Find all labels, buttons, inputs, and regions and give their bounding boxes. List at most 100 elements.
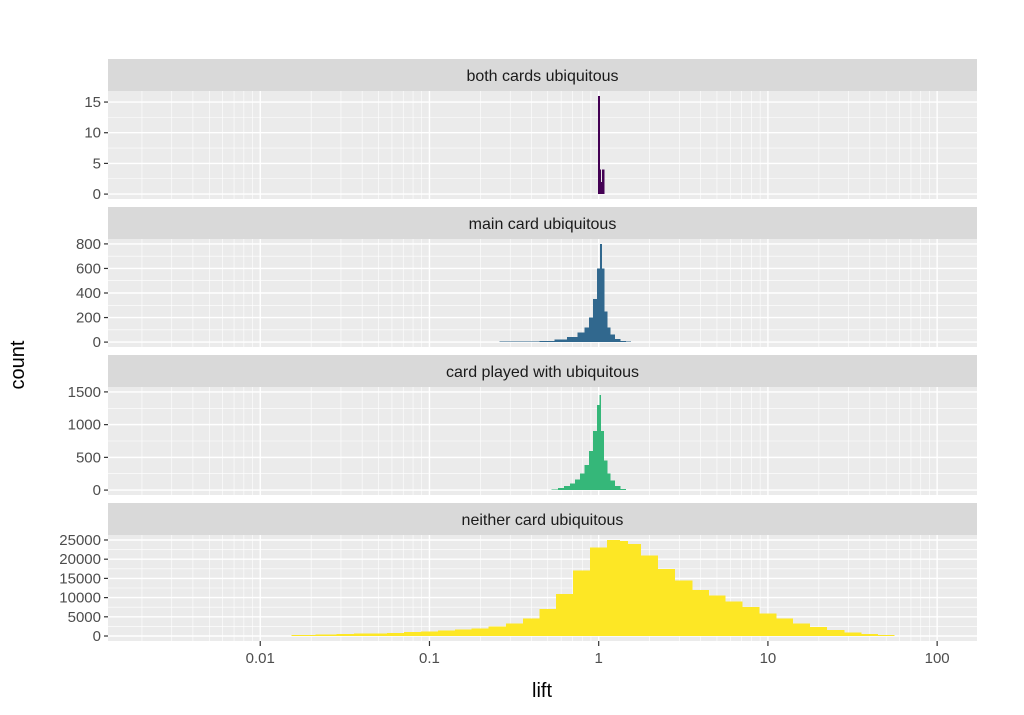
histogram-bar [776, 619, 793, 636]
histogram-bar [862, 634, 878, 636]
histogram-bar [552, 489, 558, 490]
y-tick-label: 25000 [59, 532, 101, 549]
histogram-bar [621, 489, 626, 490]
histogram-bar [599, 170, 601, 195]
histogram-bar [556, 594, 573, 636]
y-tick-label: 15 [84, 94, 101, 111]
facet-panel: both cards ubiquitous 0 5 10 15 [84, 59, 977, 203]
histogram-bar [759, 614, 776, 636]
histogram-bar [658, 569, 675, 636]
histogram-bar [604, 461, 607, 490]
histogram-bar [558, 488, 564, 490]
x-tick-label: 100 [925, 650, 950, 667]
histogram-bar [615, 339, 621, 342]
histogram-bar [580, 474, 585, 490]
histogram-bar [725, 601, 742, 636]
histogram-bar [521, 341, 540, 342]
histogram-bar [438, 631, 455, 636]
histogram-bar [611, 480, 616, 490]
histogram-bar [611, 335, 616, 342]
histogram-bar [575, 480, 580, 490]
histogram-bar [827, 630, 844, 636]
x-tick-label: 10 [760, 650, 777, 667]
histogram-bar [709, 596, 726, 636]
histogram-bar [593, 299, 597, 342]
plot-background [108, 91, 977, 199]
histogram-bar [554, 340, 566, 342]
histogram-bar [602, 170, 604, 195]
histogram-bar [620, 541, 628, 636]
histogram-bar [540, 341, 555, 342]
x-tick-label: 0.1 [419, 650, 440, 667]
histogram-bar [589, 318, 593, 343]
histogram-bar [564, 486, 570, 490]
histogram-bar [607, 327, 610, 342]
y-tick-label: 800 [76, 236, 101, 253]
y-tick-label: 5 [93, 155, 101, 172]
y-tick-label: 1000 [68, 417, 101, 434]
y-tick-label: 20000 [59, 551, 101, 568]
facet-panel: main card ubiquitous 0 200 400 600 800 [76, 207, 977, 351]
facet-panel: neither card ubiquitous05000100001500020… [59, 503, 977, 645]
y-tick-label: 400 [76, 285, 101, 302]
histogram-bar [472, 628, 489, 636]
histogram-bar [615, 486, 621, 490]
facet-title: card played with ubiquitous [446, 364, 639, 381]
histogram-bar [601, 431, 604, 490]
histogram-bar [604, 311, 607, 342]
x-tick-label: 1 [595, 650, 603, 667]
histogram-bar [590, 548, 607, 636]
facet-title: both cards ubiquitous [466, 68, 618, 85]
histogram-bar [585, 327, 589, 342]
histogram-bar [675, 580, 692, 636]
histogram-bar [455, 629, 472, 636]
histogram-bar [337, 634, 354, 636]
histogram-bar [692, 590, 708, 636]
histogram-bar [607, 474, 610, 490]
histogram-bar [370, 633, 387, 636]
histogram-bar [810, 627, 827, 636]
y-tick-label: 600 [76, 260, 101, 277]
y-tick-label: 10 [84, 125, 101, 142]
facet-panel: card played with ubiquitous 0 500 1000 1500 [68, 355, 977, 499]
histogram-bar [316, 634, 337, 636]
histogram-bar [577, 332, 584, 342]
y-tick-label: 0 [93, 482, 101, 499]
y-tick-label: 5000 [68, 609, 101, 626]
histogram-bar [506, 623, 523, 636]
histogram-bar [844, 633, 861, 636]
y-tick-label: 1500 [68, 384, 101, 401]
histogram-bar [597, 268, 600, 342]
histogram-bar [540, 609, 557, 636]
histogram-bar [589, 451, 593, 490]
histogram-bar [404, 632, 421, 636]
histogram-bar [387, 633, 404, 636]
y-tick-label: 500 [76, 449, 101, 466]
histogram-bar [567, 337, 578, 342]
histogram-bar [602, 268, 604, 342]
histogram-bar [354, 634, 370, 636]
histogram-bar [793, 623, 810, 636]
facet-title: main card ubiquitous [469, 216, 617, 233]
x-axis-label: lift [532, 680, 552, 702]
histogram-bar [621, 341, 626, 342]
y-tick-label: 15000 [59, 570, 101, 587]
histogram-bar [593, 431, 597, 490]
histogram-bar [641, 555, 658, 636]
histogram-bar [570, 484, 575, 491]
facet-title: neither card ubiquitous [462, 512, 624, 529]
y-tick-label: 0 [93, 186, 101, 203]
histogram-bar [597, 405, 600, 490]
y-tick-label: 0 [93, 628, 101, 645]
histogram-bar [600, 244, 602, 342]
y-axis-label: count [7, 340, 29, 389]
histogram-bar [599, 395, 601, 490]
histogram-bar [628, 544, 641, 636]
y-tick-label: 200 [76, 310, 101, 327]
histogram-bar [421, 631, 438, 636]
histogram-bar [573, 571, 590, 636]
y-tick-label: 0 [93, 334, 101, 351]
histogram-bar [742, 607, 759, 636]
histogram-bar [489, 626, 506, 636]
